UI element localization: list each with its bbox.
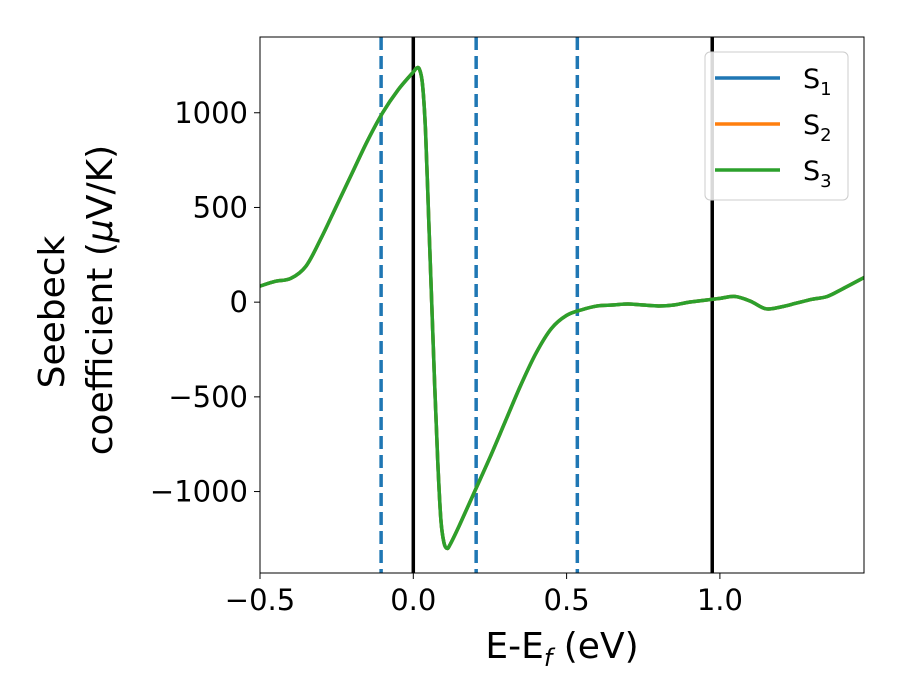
y-axis-ticks: −1000 −500 0 500 1000 (150, 96, 260, 509)
x-axis-label: E-Ef (eV) (485, 626, 638, 672)
series-group (260, 65, 864, 551)
y-tick-label-0: −1000 (150, 475, 248, 509)
y-tick-label-4: 1000 (174, 96, 248, 130)
series-line-s3 (260, 65, 864, 551)
x-tick-label-3: 1.0 (697, 583, 743, 617)
plot-frame (259, 36, 865, 574)
x-tick-label-1: 0.0 (390, 583, 436, 617)
y-tick-label-3: 500 (193, 190, 248, 224)
y-axis-label-line2: coefficient (μV/K) (80, 145, 121, 455)
legend-label-s2: S2 (803, 110, 832, 146)
y-axis-label: Seebeck coefficient (μV/K) (32, 145, 121, 455)
legend-label-s1: S1 (803, 64, 832, 100)
legend-label-s3: S3 (803, 156, 832, 192)
y-tick-label-2: 0 (230, 285, 248, 319)
x-tick-label-2: 0.5 (544, 583, 590, 617)
y-tick-label-1: −500 (168, 380, 248, 414)
x-axis-ticks: −0.5 0.0 0.5 1.0 (225, 573, 743, 617)
x-tick-label-0: −0.5 (225, 583, 295, 617)
legend-box (704, 51, 849, 201)
legend: S1 S2 S3 (704, 51, 849, 201)
y-axis-label-line1: Seebeck (32, 235, 73, 388)
